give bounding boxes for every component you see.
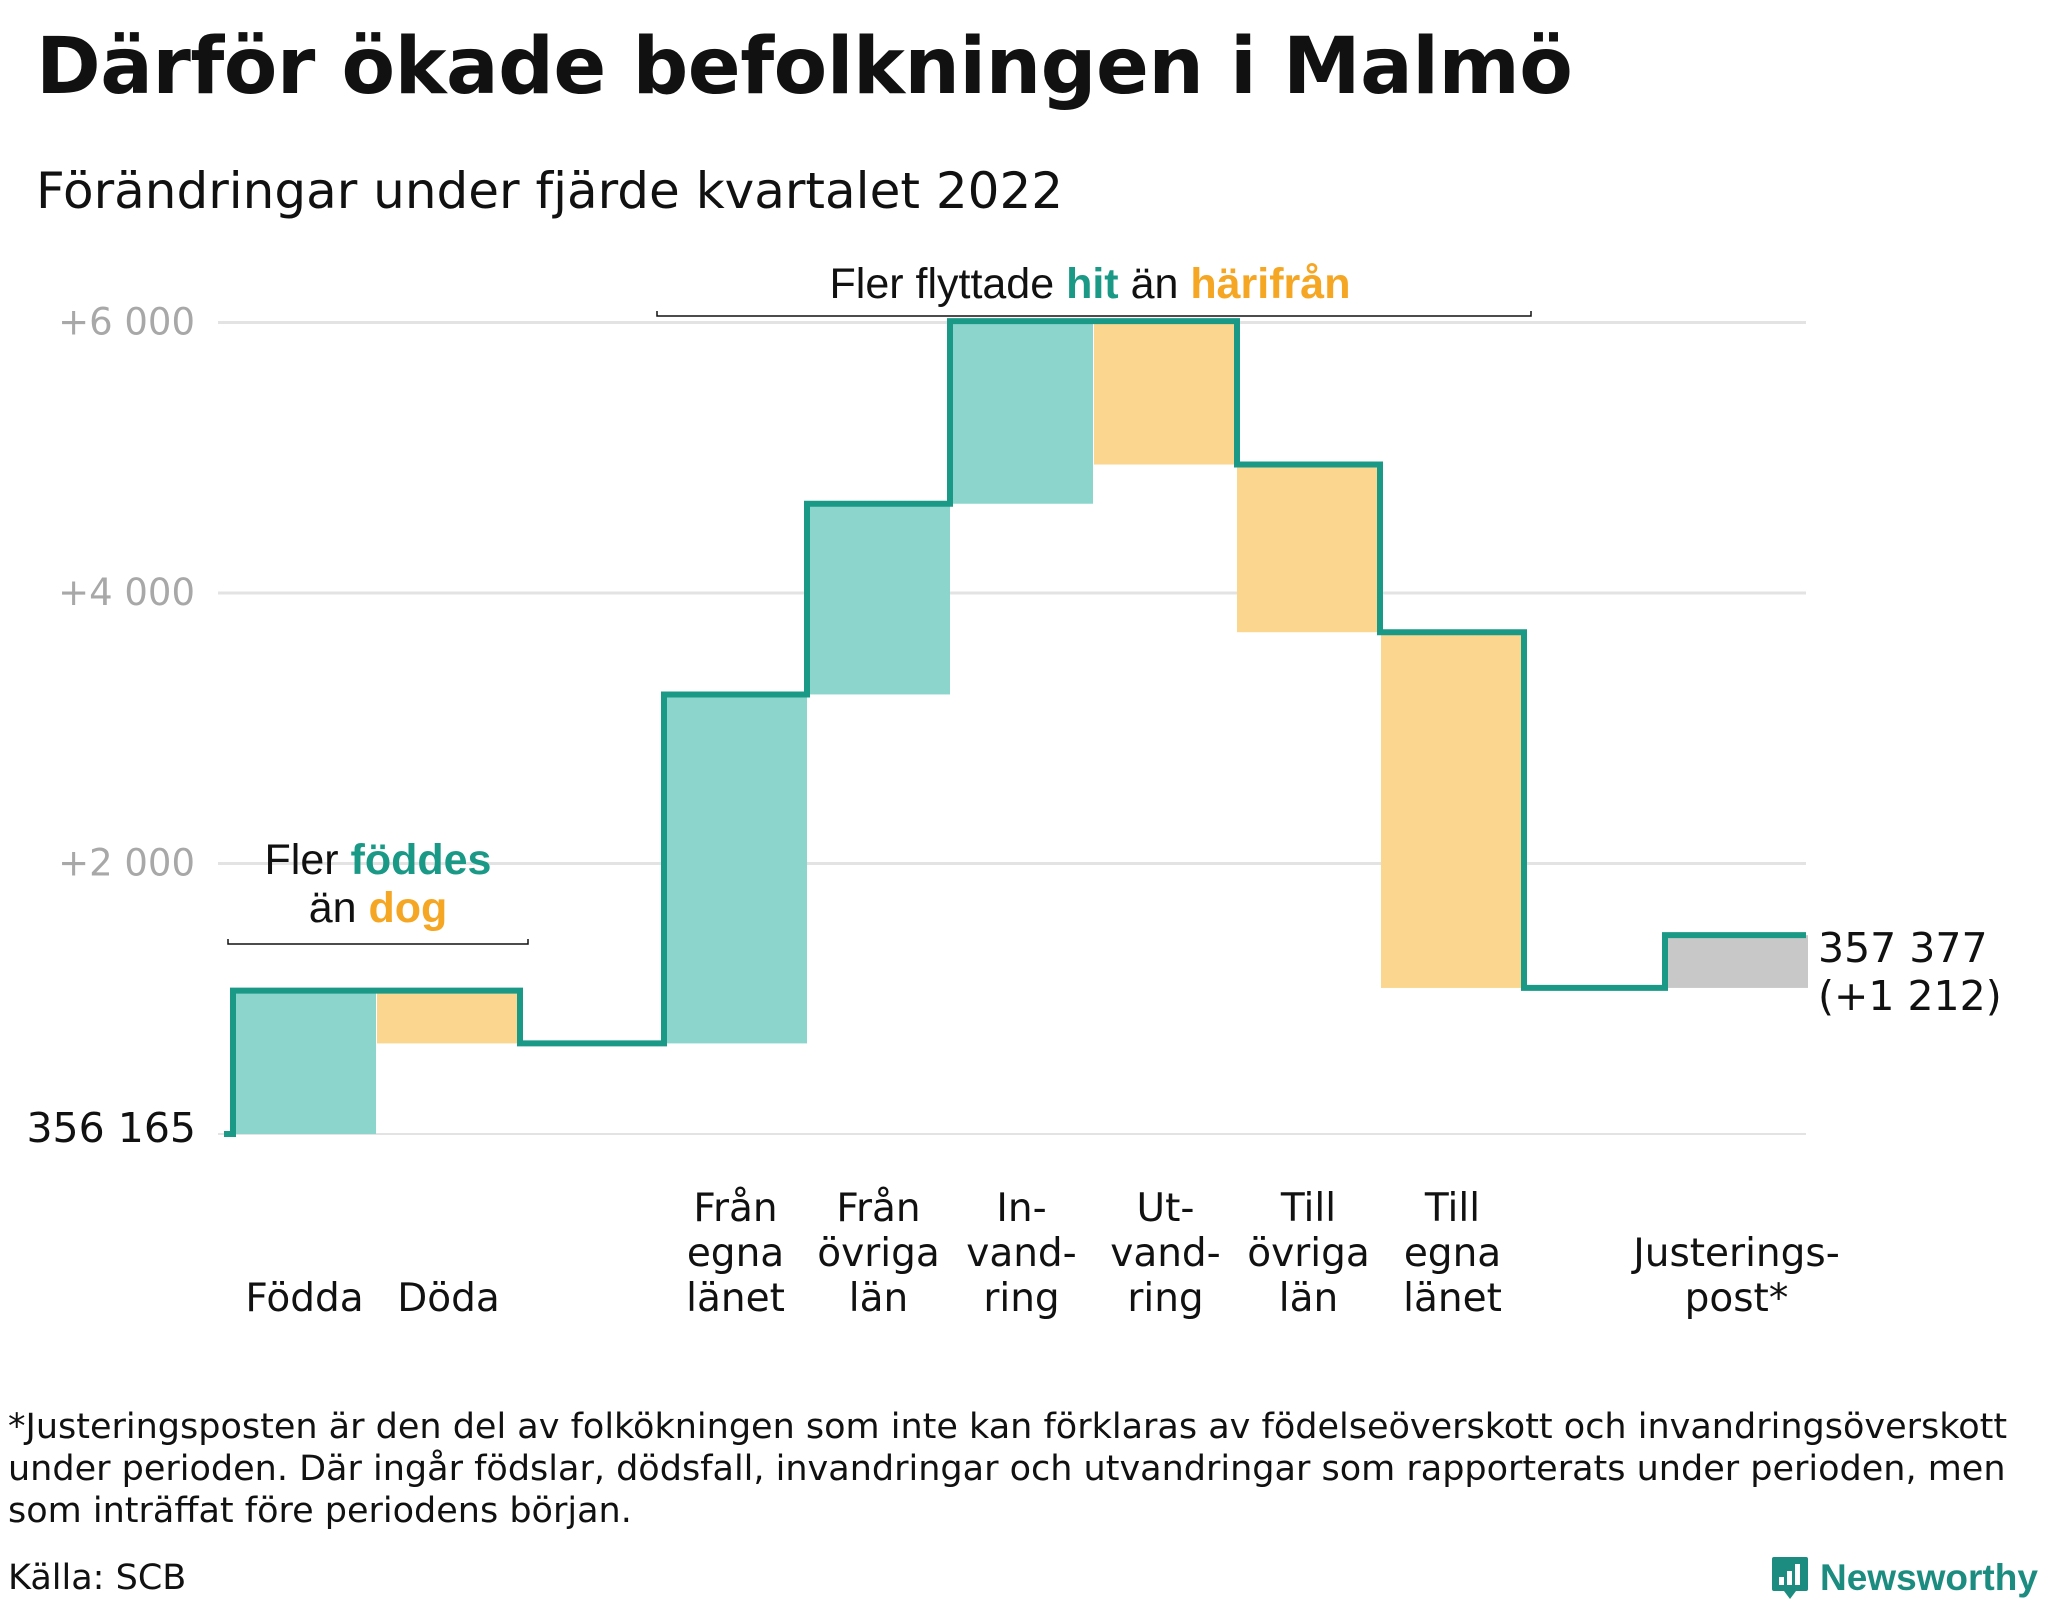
- start-value-label: 356 165: [26, 1104, 196, 1152]
- category-label: In-vand-ring: [966, 1186, 1077, 1321]
- annotation-migration: Fler flyttade hit än härifrån: [830, 260, 1351, 308]
- end-change-label: (+1 212): [1818, 972, 2002, 1020]
- annotation-births-line: än dog: [309, 884, 448, 932]
- waterfall-bar: [664, 694, 807, 1044]
- waterfall-bar: [1237, 464, 1380, 633]
- chart-title: Därför ökade befolkningen i Malmö: [36, 22, 1573, 112]
- waterfall-bar: [807, 503, 950, 695]
- footnote: *Justeringsposten är den del av folkökni…: [8, 1407, 2008, 1531]
- bracket-births: [227, 939, 529, 945]
- y-tick-label: +2 000: [58, 842, 195, 885]
- brand-name: Newsworthy: [1820, 1557, 2038, 1598]
- category-label: Justerings-post*: [1630, 1231, 1840, 1321]
- waterfall-bar: [1094, 321, 1237, 465]
- waterfall-bar: [1381, 632, 1524, 988]
- waterfall-chart: +2 000 +4 000 +6 000 Födda Döda Från egna länet…: [26, 260, 2002, 1321]
- newsworthy-logo-icon: [1772, 1557, 1808, 1599]
- category-label: Döda: [397, 1276, 500, 1321]
- annotation-migration-line: Fler flyttade hit än härifrån: [830, 260, 1351, 308]
- category-label: Ut-vand-ring: [1110, 1186, 1221, 1321]
- waterfall-bar: [950, 321, 1093, 504]
- waterfall-bar: [233, 990, 376, 1134]
- annotation-births-line: Fler föddes: [265, 836, 492, 884]
- end-total-label: 357 377: [1818, 924, 1988, 972]
- cumulative-step-line: [224, 318, 1806, 1137]
- y-tick-label: +4 000: [58, 571, 195, 614]
- brand-logo: Newsworthy: [1770, 1555, 2038, 1601]
- category-label: Till övriga län: [1247, 1186, 1369, 1321]
- y-tick-label: +6 000: [58, 301, 195, 344]
- waterfall-bar: [377, 990, 520, 1044]
- category-label: Från övriga län: [817, 1186, 939, 1321]
- category-label: Födda: [245, 1276, 363, 1321]
- source-note: Källa: SCB: [8, 1558, 187, 1598]
- category-label: Till egna länet: [1403, 1186, 1502, 1321]
- waterfall-bar: [1665, 935, 1808, 988]
- category-label: Från egna länet: [686, 1186, 785, 1321]
- bracket-migration: [656, 311, 1532, 317]
- chart-subtitle: Förändringar under fjärde kvartalet 2022: [36, 162, 1064, 220]
